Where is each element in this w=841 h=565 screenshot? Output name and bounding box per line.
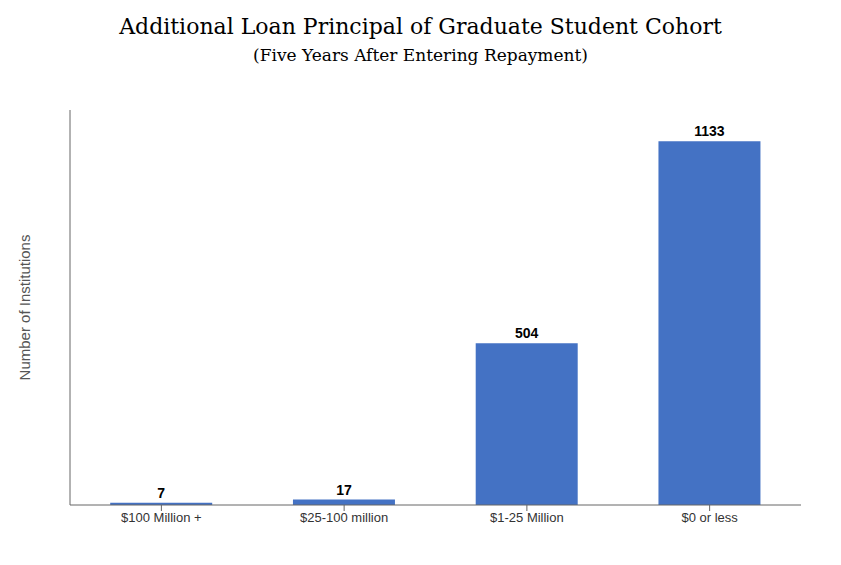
html-text:(Five Years After Entering Rep: (Five Years After Entering Repayment) xyxy=(253,45,588,65)
svg-text:1133: 1133 xyxy=(694,123,725,139)
svg-text:$0 or less: $0 or less xyxy=(681,510,738,525)
svg-text:$1-25 Million: $1-25 Million xyxy=(490,510,564,525)
svg-text:504: 504 xyxy=(515,325,539,341)
svg-text:$25-100 million: $25-100 million xyxy=(300,510,388,525)
svg-text:7: 7 xyxy=(157,485,165,501)
html-text:Additional Loan Principal of G: Additional Loan Principal of Graduate St… xyxy=(119,14,722,39)
svg-text:17: 17 xyxy=(336,482,352,498)
svg-text:$100 Million +: $100 Million + xyxy=(121,510,202,525)
svg-text:Number of Institutions: Number of Institutions xyxy=(16,235,33,381)
